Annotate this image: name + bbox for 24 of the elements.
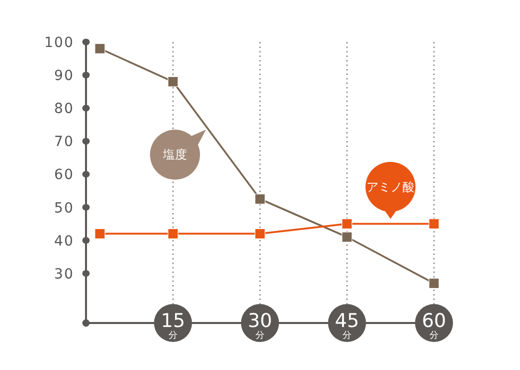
y-tick-label: 90 (54, 68, 74, 84)
point (254, 228, 266, 240)
y-tick-label: 100 (44, 35, 74, 51)
point (428, 278, 440, 289)
point (254, 194, 266, 204)
point (168, 228, 178, 240)
y-tick-label: 70 (54, 134, 74, 150)
point (94, 43, 106, 54)
point (168, 76, 178, 87)
text: アミノ酸 (366, 180, 414, 194)
x-tick-label: 15分 (160, 310, 186, 341)
point (342, 232, 352, 242)
y-tick-label: 30 (54, 266, 74, 282)
text: 塩度 (162, 148, 187, 162)
x-tick-label: 45分 (334, 310, 360, 341)
point (342, 218, 352, 230)
point (428, 218, 440, 230)
point (94, 228, 106, 240)
y-tick-label: 40 (54, 233, 74, 250)
x-tick-label: 30分 (248, 310, 272, 341)
y-tick-label: 60 (54, 167, 74, 184)
y-tick-label: 50 (54, 200, 74, 216)
x-tick-label: 60分 (422, 310, 446, 341)
y-tick-label: 80 (54, 101, 74, 118)
